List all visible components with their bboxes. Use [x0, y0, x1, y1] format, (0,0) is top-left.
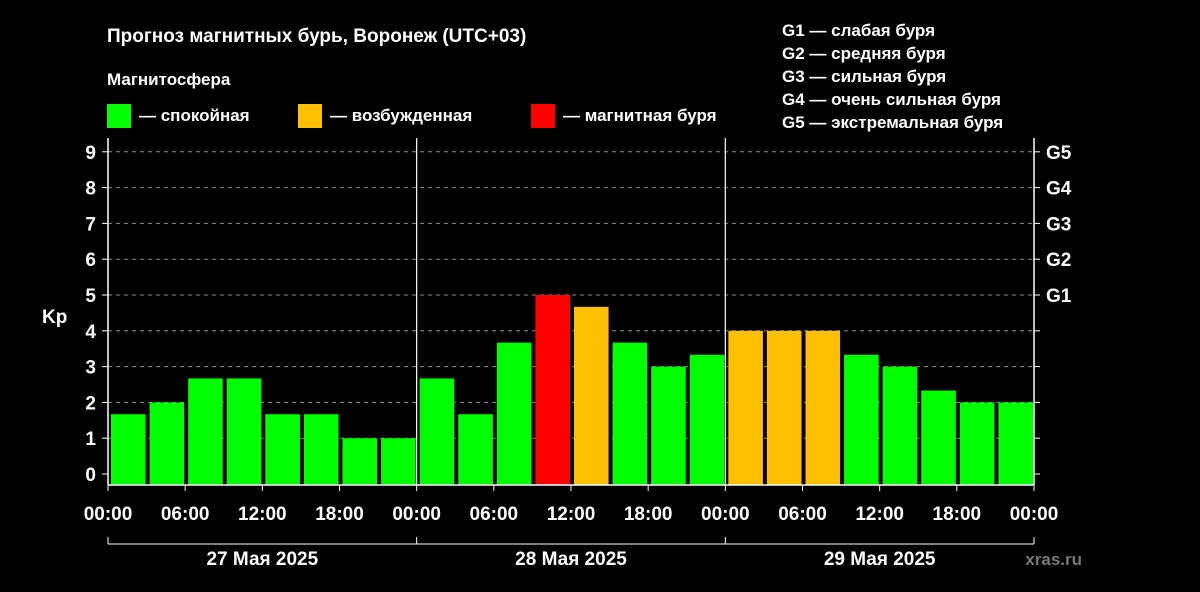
- g-tick-label: G1: [1046, 286, 1072, 307]
- legend-swatch-active: [298, 104, 322, 128]
- x-tick-label: 18:00: [933, 504, 982, 525]
- kp-bar: [998, 402, 1033, 485]
- y-tick-label: 5: [85, 286, 96, 307]
- grid-lines: [108, 151, 1034, 439]
- g-tick-label: G2: [1046, 250, 1071, 271]
- day-dividers: [416, 138, 726, 485]
- x-tick-label: 00:00: [701, 504, 750, 525]
- g-scale-g4: G4 — очень сильная буря: [782, 90, 1001, 109]
- x-tick-label: 12:00: [547, 504, 596, 525]
- y-tick-label: 4: [85, 322, 96, 343]
- x-tick-label: 12:00: [855, 504, 904, 525]
- y-tick-label: 1: [85, 429, 96, 450]
- kp-bar: [844, 354, 879, 485]
- kp-bar: [574, 306, 609, 485]
- bars: [111, 295, 1033, 485]
- legend-heading: Магнитосфера: [107, 70, 231, 89]
- kp-bar: [111, 414, 146, 485]
- y-tick-label: 0: [85, 465, 96, 486]
- g-tick-label: G3: [1046, 214, 1071, 235]
- x-tick-label: 18:00: [624, 504, 673, 525]
- g-tick-label: G4: [1046, 179, 1072, 200]
- x-tick-label: 06:00: [161, 504, 210, 525]
- x-tick-label: 18:00: [315, 504, 364, 525]
- g-scale-g1: G1 — слабая буря: [782, 21, 935, 40]
- x-tick-label: 12:00: [238, 504, 287, 525]
- kp-bar: [419, 378, 455, 485]
- legend-swatch-storm: [531, 104, 555, 128]
- kp-bar: [959, 402, 995, 485]
- g-scale-g3: G3 — сильная буря: [782, 67, 946, 86]
- kp-bar: [612, 342, 648, 485]
- x-tick-label: 00:00: [392, 504, 441, 525]
- kp-bar: [728, 330, 763, 485]
- day-label: 28 Мая 2025: [515, 549, 627, 570]
- kp-bar: [265, 414, 300, 485]
- kp-bar: [496, 342, 532, 485]
- g-scale-g5: G5 — экстремальная буря: [782, 113, 1003, 132]
- y-tick-label: 9: [85, 143, 96, 164]
- x-tick-label: 00:00: [1010, 504, 1059, 525]
- kp-bar: [381, 438, 416, 485]
- watermark: xras.ru: [1025, 550, 1082, 569]
- y-tick-label: 7: [85, 214, 96, 235]
- y-tick-label: 6: [85, 250, 96, 271]
- day-label: 27 Мая 2025: [206, 549, 318, 570]
- x-tick-labels: 00:00 06:00 12:00 18:00 00:00 06:00 12:00 18:00…: [84, 504, 1059, 525]
- kp-bar: [921, 390, 956, 485]
- axes: [102, 138, 1040, 545]
- kp-bar: [689, 354, 725, 485]
- kp-bar: [342, 438, 378, 485]
- kp-bar: [303, 414, 339, 485]
- legend-label-active: — возбужденная: [330, 106, 472, 125]
- kp-bar: [882, 366, 918, 485]
- y-axis-label: Kp: [42, 307, 67, 328]
- y-tick-label: 3: [85, 358, 96, 379]
- g-tick-label: G5: [1046, 143, 1072, 164]
- g-scale-g2: G2 — средняя буря: [782, 44, 946, 63]
- kp-bar: [535, 295, 570, 485]
- kp-bar: [188, 378, 223, 485]
- x-tick-label: 06:00: [470, 504, 519, 525]
- chart-title: Прогноз магнитных бурь, Воронеж (UTC+03): [107, 26, 526, 47]
- x-tick-label: 00:00: [84, 504, 133, 525]
- day-labels: 27 Мая 2025 28 Мая 2025 29 Мая 2025: [206, 549, 935, 570]
- kp-bar: [766, 330, 802, 485]
- y-tick-labels: 0 1 2 3 4 5 6 7 8 9: [85, 143, 96, 486]
- day-label: 29 Мая 2025: [824, 549, 936, 570]
- kp-bar: [149, 402, 185, 485]
- legend-label-storm: — магнитная буря: [563, 106, 717, 125]
- kp-bar: [458, 414, 493, 485]
- g-scale-legend: G1 — слабая буря G2 — средняя буря G3 — …: [782, 21, 1003, 132]
- y-tick-label: 8: [85, 179, 96, 200]
- y-tick-label: 2: [85, 393, 96, 414]
- legend-label-quiet: — спокойная: [139, 106, 250, 125]
- g-tick-labels: G1 G2 G3 G4 G5: [1046, 143, 1072, 307]
- kp-bar: [226, 378, 262, 485]
- x-tick-label: 06:00: [778, 504, 827, 525]
- kp-bar: [651, 366, 686, 485]
- legend-swatch-quiet: [107, 104, 131, 128]
- kp-bar: [805, 330, 841, 485]
- legend: — спокойная — возбужденная — магнитная б…: [107, 104, 717, 128]
